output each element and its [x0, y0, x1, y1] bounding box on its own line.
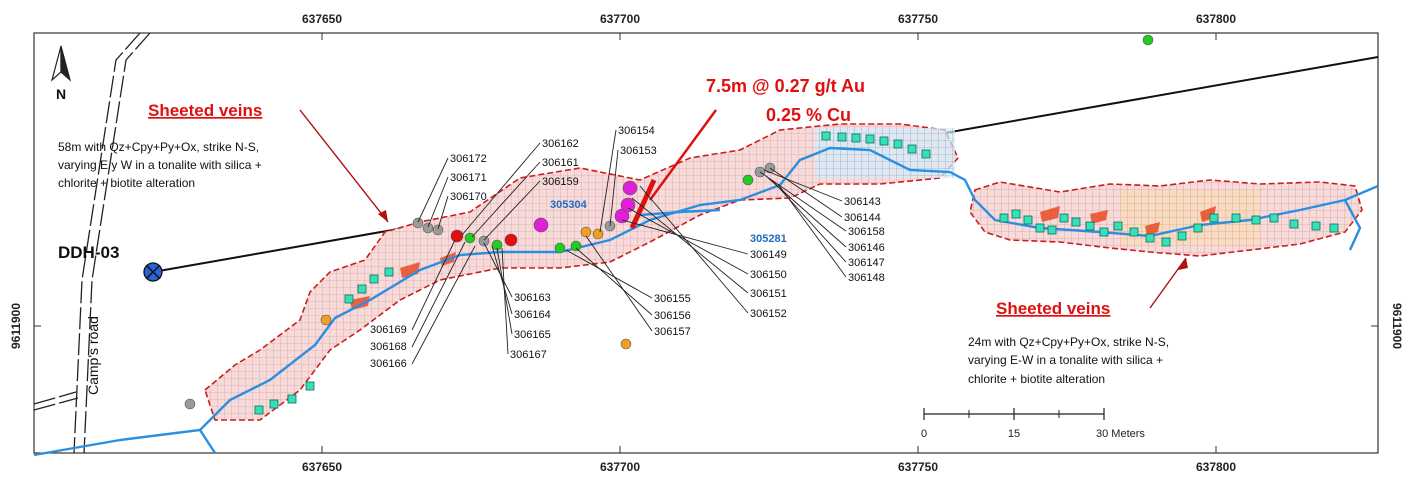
- top-coord: 637800: [1196, 12, 1236, 26]
- circle-samples: [184, 34, 1154, 410]
- svg-text:306149: 306149: [750, 249, 787, 261]
- description-right: 24m with Qz+Cpy+Py+Ox, strike N-S, varyi…: [968, 335, 1169, 386]
- road-label: Camp's road: [85, 316, 101, 395]
- svg-text:306172: 306172: [450, 153, 487, 165]
- sample-labels: 306172 306171 306170 306162 306161 30615…: [370, 125, 885, 370]
- svg-text:306168: 306168: [370, 341, 407, 353]
- svg-text:306171: 306171: [450, 172, 487, 184]
- arrow-head-icon: [378, 210, 388, 222]
- svg-text:15: 15: [1008, 428, 1020, 440]
- drill-hole-collar-icon: [143, 262, 163, 282]
- svg-text:varying E y W in a tonalite wi: varying E y W in a tonalite with silica …: [58, 158, 262, 172]
- svg-text:306161: 306161: [542, 157, 579, 169]
- left-coord: 9611900: [9, 303, 23, 349]
- svg-text:58m with Qz+Cpy+Py+Ox, stri: 58m with Qz+Cpy+Py+Ox, strike N-S,: [58, 140, 259, 154]
- cyan-samples: [254, 131, 1339, 415]
- top-coord: 637700: [600, 12, 640, 26]
- mineralized-interval: [629, 178, 657, 230]
- svg-text:306164: 306164: [514, 309, 551, 321]
- svg-text:306152: 306152: [750, 308, 787, 320]
- svg-text:306163: 306163: [514, 292, 551, 304]
- svg-text:306169: 306169: [370, 324, 407, 336]
- arrow-head-icon: [1178, 258, 1188, 270]
- svg-text:306157: 306157: [654, 326, 691, 338]
- svg-text:chlorite + biotite alter: chlorite + biotite alteration: [968, 372, 1105, 386]
- svg-text:306167: 306167: [510, 349, 547, 361]
- north-arrow-icon: N: [50, 45, 72, 102]
- svg-text:306156: 306156: [654, 310, 691, 322]
- vein-zone-west-grid: [205, 124, 958, 420]
- assay-result-line2: 0.25 % Cu: [766, 105, 851, 125]
- top-coord: 637650: [302, 12, 342, 26]
- leader-lines: [411, 129, 847, 365]
- blue-sample-label: 305304: [550, 199, 588, 211]
- svg-text:varying E-W in a tonalite with: varying E-W in a tonalite with silica +: [968, 353, 1163, 367]
- svg-text:306148: 306148: [848, 272, 885, 284]
- vein-streaks: [350, 206, 1216, 310]
- svg-text:24m with Qz+Cpy+Py+Ox, strike: 24m with Qz+Cpy+Py+Ox, strike N-S,: [968, 335, 1169, 349]
- svg-text:306144: 306144: [844, 212, 881, 224]
- right-coord: 9611900: [1390, 303, 1404, 349]
- bottom-coord: 637750: [898, 460, 938, 474]
- svg-text:306155: 306155: [654, 293, 691, 305]
- svg-text:306170: 306170: [450, 191, 487, 203]
- coordinate-labels: 637650 637700 637750 637800 637650 63770…: [9, 12, 1404, 474]
- svg-text:chlorite + biotite alteration: chlorite + biotite alteration: [58, 176, 195, 190]
- svg-text:306150: 306150: [750, 269, 787, 281]
- blue-sample-label: 305281: [750, 233, 787, 245]
- svg-text:306143: 306143: [844, 196, 881, 208]
- bottom-coord: 637650: [302, 460, 342, 474]
- sheeted-left-arrow: [299, 109, 389, 223]
- svg-text:306165: 306165: [514, 329, 551, 341]
- hole-label: DDH-03: [58, 243, 119, 262]
- svg-text:30 Meters: 30 Meters: [1096, 428, 1145, 440]
- scale-bar: 0 15 30 Meters: [921, 408, 1145, 440]
- svg-text:306159: 306159: [542, 176, 579, 188]
- description-left: 58m with Qz+Cpy+Py+Ox, strike N-S, varyi…: [58, 140, 262, 190]
- svg-text:0: 0: [921, 428, 927, 440]
- top-coord: 637750: [898, 12, 938, 26]
- svg-text:306158: 306158: [848, 226, 885, 238]
- svg-text:306166: 306166: [370, 358, 407, 370]
- sheeted-veins-right-label: Sheeted veins: [996, 299, 1110, 318]
- assay-result-line1: 7.5m @ 0.27 g/t Au: [706, 76, 865, 96]
- svg-text:306162: 306162: [542, 138, 579, 150]
- svg-text:306151: 306151: [750, 288, 787, 300]
- svg-text:306154: 306154: [618, 125, 655, 137]
- svg-text:N: N: [56, 86, 66, 102]
- result-leader: [648, 109, 718, 201]
- svg-text:306146: 306146: [848, 242, 885, 254]
- coordinate-ticks: [34, 33, 1378, 453]
- bottom-coord: 637800: [1196, 460, 1236, 474]
- sheeted-right-arrow: [1149, 257, 1187, 309]
- svg-text:306147: 306147: [848, 257, 885, 269]
- bottom-coord: 637700: [600, 460, 640, 474]
- sheeted-veins-left-label: Sheeted veins: [148, 101, 262, 120]
- svg-text:306153: 306153: [620, 145, 657, 157]
- camps-road: [33, 32, 151, 454]
